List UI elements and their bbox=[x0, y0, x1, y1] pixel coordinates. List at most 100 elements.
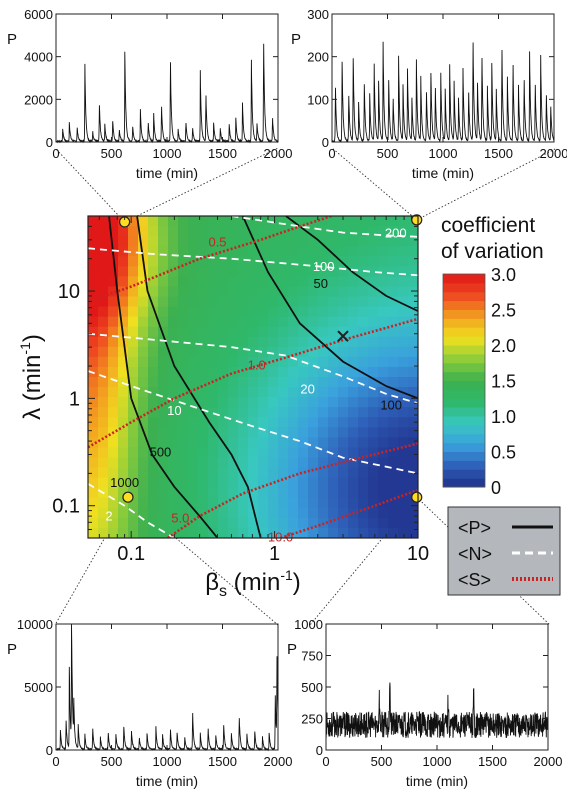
heatmap-cell bbox=[408, 256, 418, 267]
heatmap-cell bbox=[178, 346, 189, 358]
heatmap-cell bbox=[378, 457, 389, 469]
colorbar-title-line1: coefficient bbox=[441, 214, 535, 237]
heatmap-cell bbox=[268, 407, 279, 418]
heatmap-cell bbox=[328, 477, 339, 489]
heatmap-cell bbox=[228, 377, 239, 388]
colorbar-tick-label: 2.0 bbox=[491, 336, 516, 356]
heatmap-cell bbox=[138, 286, 149, 298]
heatmap-cell bbox=[308, 326, 319, 338]
heatmap-cell bbox=[288, 377, 299, 388]
heatmap-cell bbox=[348, 397, 359, 408]
inset-x-tick-label: 1000 bbox=[153, 754, 182, 769]
heatmap-cell bbox=[358, 356, 369, 368]
heatmap-cell bbox=[398, 216, 409, 227]
heatmap-cell bbox=[238, 457, 249, 469]
colorbar-band bbox=[443, 336, 485, 346]
heatmap-cell bbox=[208, 326, 219, 338]
heatmap-cell bbox=[318, 366, 329, 378]
heatmap-cell bbox=[368, 527, 379, 538]
heatmap-cell bbox=[158, 527, 169, 538]
heatmap-cell bbox=[388, 507, 399, 519]
heatmap-cell bbox=[118, 437, 129, 449]
heatmap-cell bbox=[178, 216, 189, 227]
inset-x-tick-label: 1000 bbox=[423, 754, 452, 769]
heatmap-cell bbox=[148, 387, 159, 398]
heatmap-cell bbox=[238, 226, 249, 237]
heatmap-cell bbox=[358, 246, 369, 257]
heatmap-cell bbox=[248, 296, 259, 308]
heatmap-cell bbox=[108, 507, 119, 519]
heatmap-cell bbox=[118, 447, 129, 459]
heatmap-cell bbox=[368, 437, 379, 449]
heatmap-cell bbox=[278, 467, 289, 479]
heatmap-cell bbox=[188, 397, 199, 408]
heatmap-cell bbox=[158, 387, 169, 398]
heatmap-cell bbox=[308, 316, 319, 328]
inset-x-tick-label: 0 bbox=[322, 754, 329, 769]
heatmap-cell bbox=[328, 487, 339, 499]
x-axis-label-part: -1 bbox=[280, 567, 293, 583]
heatmap-cell bbox=[368, 377, 379, 388]
heatmap-cell bbox=[318, 467, 329, 479]
heatmap-cell bbox=[308, 507, 319, 519]
heatmap-cell bbox=[298, 296, 309, 308]
heatmap-cell bbox=[378, 487, 389, 499]
heatmap-cell bbox=[398, 517, 409, 529]
colorbar-band bbox=[443, 433, 485, 444]
inset-x-tick-label: 1500 bbox=[208, 146, 237, 161]
heatmap-cell bbox=[348, 296, 359, 308]
heatmap-cell bbox=[108, 296, 119, 308]
heatmap-cell bbox=[238, 517, 249, 529]
heatmap-cell bbox=[298, 497, 309, 509]
heatmap-cell bbox=[188, 346, 199, 358]
heatmap-cell bbox=[138, 346, 149, 358]
heatmap-cell bbox=[238, 427, 249, 438]
heatmap-cell bbox=[328, 417, 339, 428]
heatmap-cell bbox=[368, 286, 379, 298]
heatmap-cell bbox=[138, 226, 149, 237]
heatmap-cell bbox=[248, 527, 259, 538]
heatmap-cell bbox=[148, 236, 159, 247]
heatmap-cell bbox=[338, 346, 349, 358]
heatmap-cell bbox=[198, 236, 209, 247]
heatmap-cell bbox=[228, 527, 239, 538]
heatmap-cell bbox=[378, 306, 389, 318]
heatmap-cell bbox=[128, 336, 139, 348]
heatmap-cell bbox=[298, 236, 309, 247]
inset-trace bbox=[55, 623, 279, 752]
colorbar-band bbox=[443, 318, 485, 328]
heatmap-cell bbox=[368, 236, 379, 247]
heatmap-cell bbox=[398, 246, 409, 257]
heatmap-cell bbox=[248, 487, 259, 499]
heatmap-cell bbox=[278, 316, 289, 328]
inset-bottom-left: 0 500 1000 1500 2000 0 5000 10000 time (min) P bbox=[7, 617, 292, 789]
heatmap-cell bbox=[188, 467, 199, 479]
heatmap-cell bbox=[338, 517, 349, 529]
heatmap-cell bbox=[198, 266, 209, 277]
heatmap-cell bbox=[358, 507, 369, 519]
heatmap-cell bbox=[148, 377, 159, 388]
heatmap-cell bbox=[288, 417, 299, 428]
heatmap-cell bbox=[188, 306, 199, 318]
heatmap-cell bbox=[218, 467, 229, 479]
heatmap-cell bbox=[228, 326, 239, 338]
heatmap-cell bbox=[258, 517, 269, 529]
heatmap-cell bbox=[208, 316, 219, 328]
heatmap-cell bbox=[258, 226, 269, 237]
heatmap-cell bbox=[128, 286, 139, 298]
heatmap-cell bbox=[218, 427, 229, 438]
heatmap-cell bbox=[238, 527, 249, 538]
heatmap-cell bbox=[98, 286, 109, 298]
heatmap-cell bbox=[228, 467, 239, 479]
heatmap-cell bbox=[348, 256, 359, 267]
heatmap-cell bbox=[168, 366, 179, 378]
inset-x-tick-label: 0 bbox=[52, 146, 59, 161]
heatmap-cell bbox=[378, 276, 389, 288]
heatmap-cell bbox=[378, 477, 389, 489]
heatmap-cell bbox=[408, 226, 418, 237]
heatmap-cell bbox=[368, 417, 379, 428]
heatmap-cell bbox=[178, 387, 189, 398]
heatmap-cell bbox=[218, 306, 229, 318]
heatmap-cell bbox=[188, 527, 199, 538]
inset-x-tick-label: 1500 bbox=[484, 146, 513, 161]
